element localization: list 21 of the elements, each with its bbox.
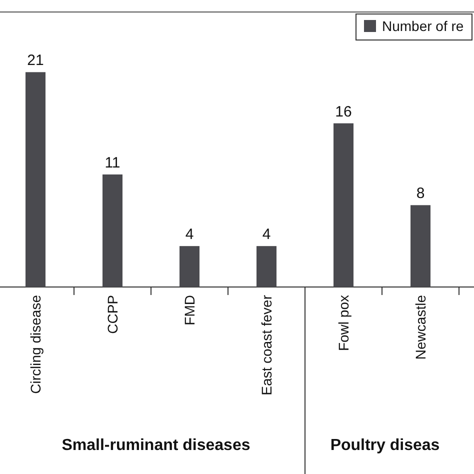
bar [334,123,354,287]
data-label: 16 [335,103,352,120]
bar [102,174,122,287]
x-tick-label: CCPP [104,295,120,334]
x-tick-label: Newcastle [412,294,428,360]
x-tick-label: FMD [182,295,198,326]
x-tick-label: East coast fever [258,294,274,396]
x-tick-label: Fowl pox [336,295,352,352]
legend-label: Number of re [382,18,464,34]
text: Small-ruminant diseases [62,437,250,454]
data-label: 21 [27,52,44,70]
x-tick-label: Circling disease [28,294,44,394]
text: Poultry diseas [330,437,440,454]
bar [256,246,276,287]
bar [26,72,46,287]
bar [410,205,430,287]
data-label: 8 [416,185,425,202]
data-label: 11 [104,154,120,172]
data-label: 4 [185,226,194,244]
data-label: 4 [262,226,271,244]
bar [180,246,200,287]
